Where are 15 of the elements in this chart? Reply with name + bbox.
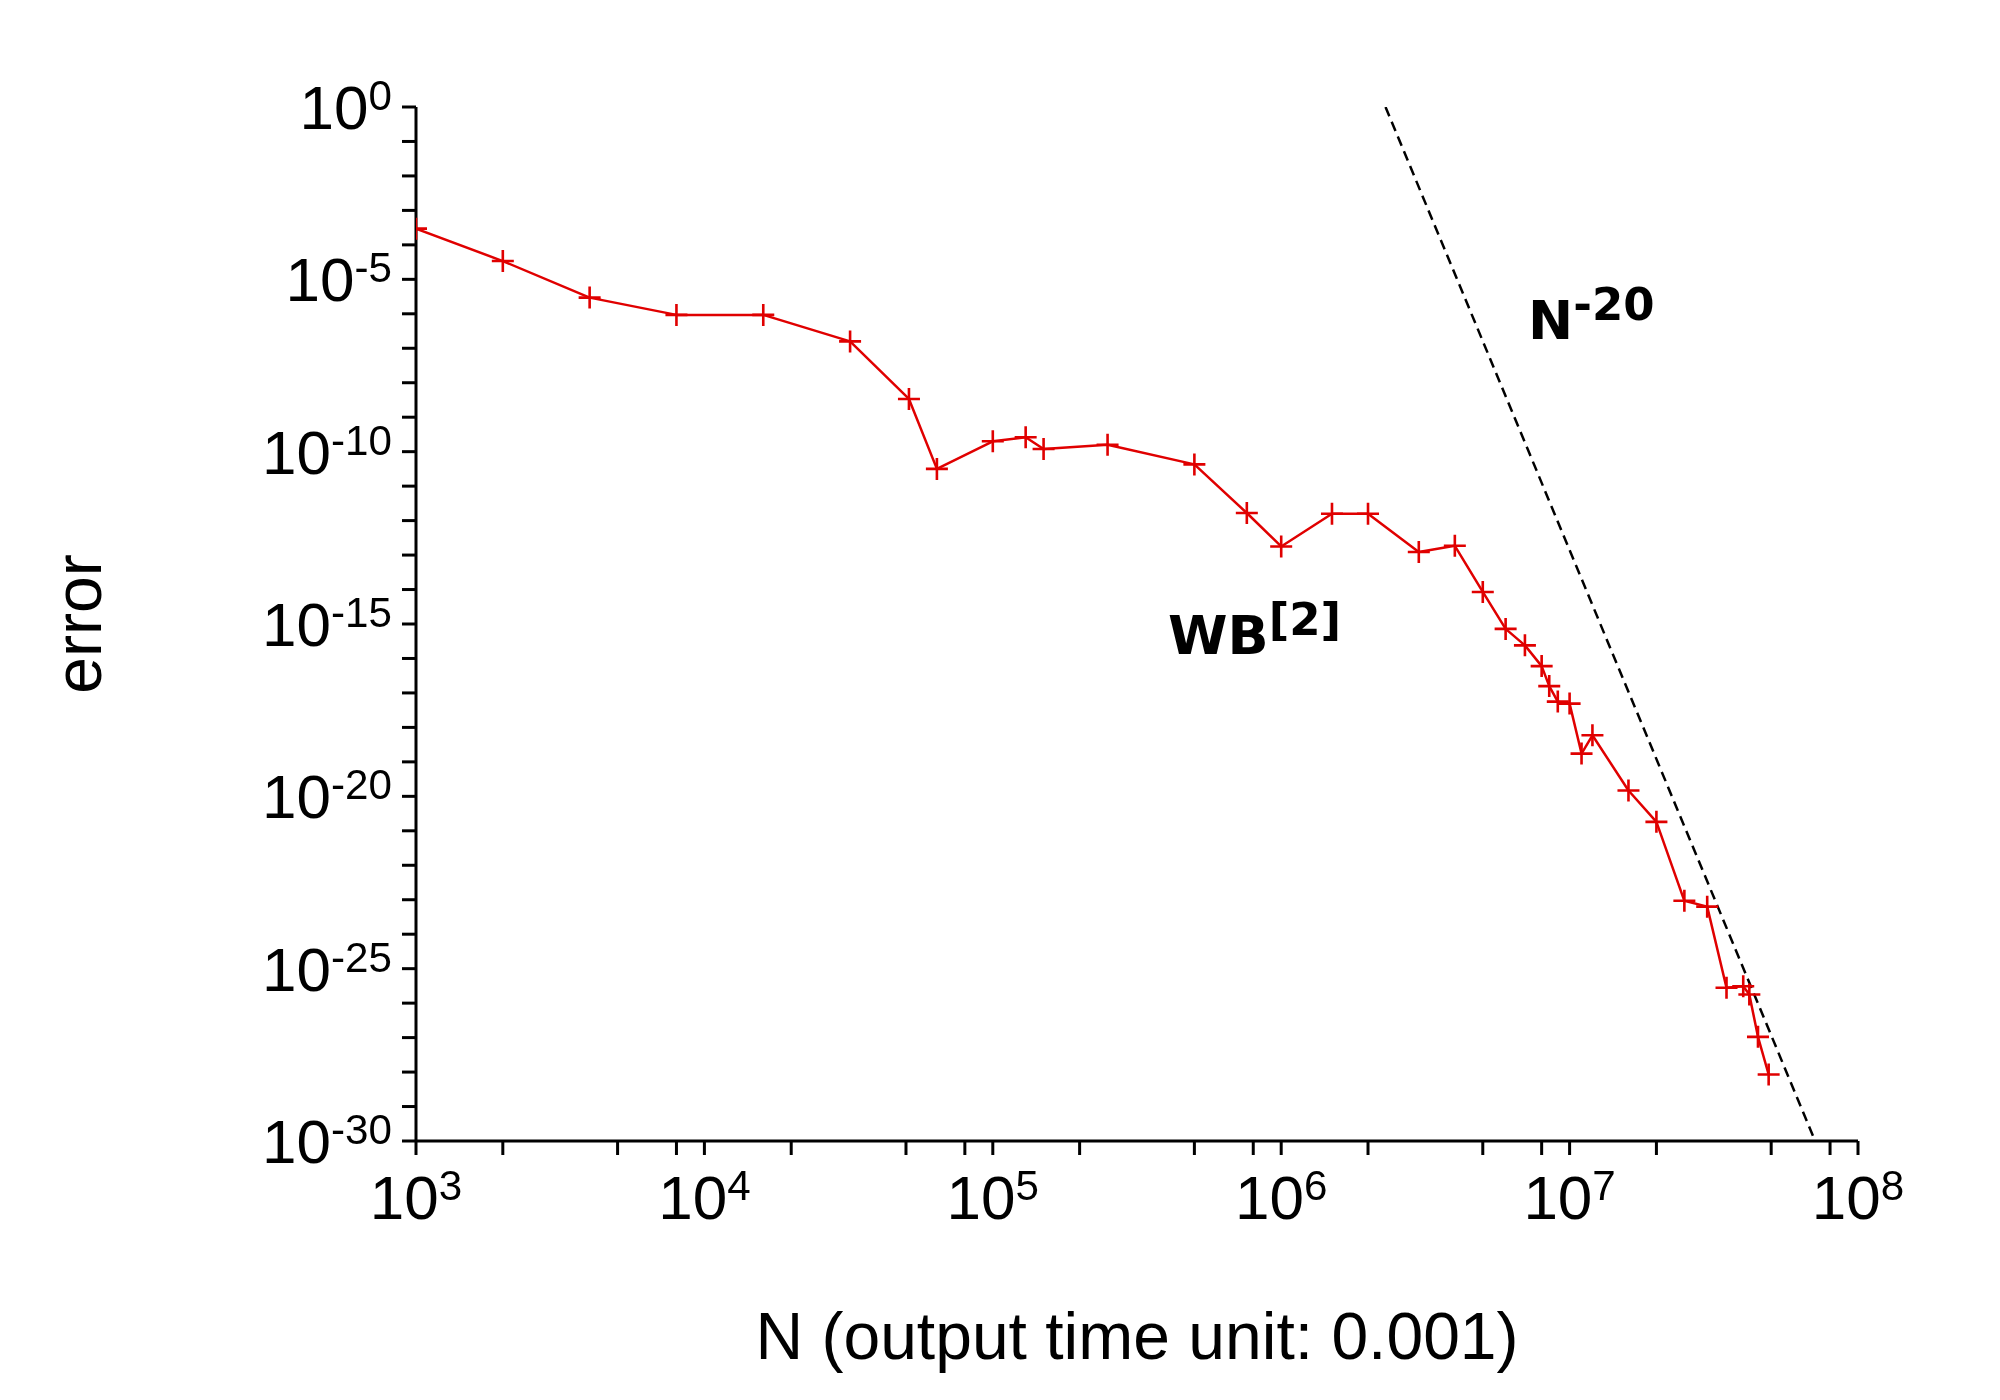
- y-tick-label: 10$^{0}$: [299, 72, 392, 142]
- y-tick-label: 10$^{-25}$: [262, 933, 392, 1004]
- x-tick-label: 10$^{5}$: [946, 1162, 1040, 1232]
- x-tick-label: 10$^{8}$: [1811, 1162, 1905, 1232]
- y-tick-label: 10$^{-10}$: [262, 416, 392, 487]
- y-tick-label: 10$^{-15}$: [262, 589, 392, 659]
- x-tick-label: 10$^{6}$: [1234, 1162, 1328, 1232]
- x-axis-title: N (output time unit: 0.001): [754, 1298, 1520, 1374]
- y-axis-title: error: [40, 554, 116, 694]
- x-tick-label: 10$^{7}$: [1523, 1162, 1616, 1232]
- annotation: N$^{-20}$: [1528, 278, 1655, 352]
- annotation: WB$^{[2]}$: [1168, 593, 1342, 667]
- y-tick-label: 10$^{-20}$: [262, 761, 392, 832]
- y-tick-label: 10$^{-5}$: [285, 244, 392, 315]
- x-tick-label: 10$^{4}$: [658, 1162, 751, 1232]
